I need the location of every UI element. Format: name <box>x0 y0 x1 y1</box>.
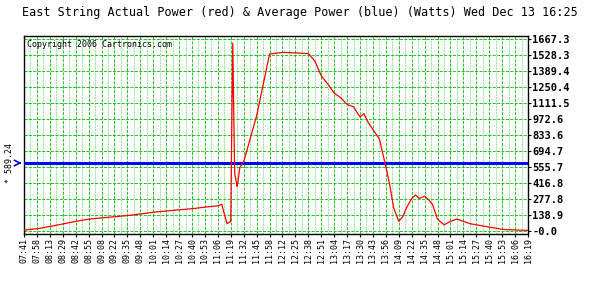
Text: East String Actual Power (red) & Average Power (blue) (Watts) Wed Dec 13 16:25: East String Actual Power (red) & Average… <box>22 6 578 19</box>
Text: * 589.24: * 589.24 <box>5 143 14 183</box>
Text: Copyright 2006 Cartronics.com: Copyright 2006 Cartronics.com <box>26 40 172 49</box>
